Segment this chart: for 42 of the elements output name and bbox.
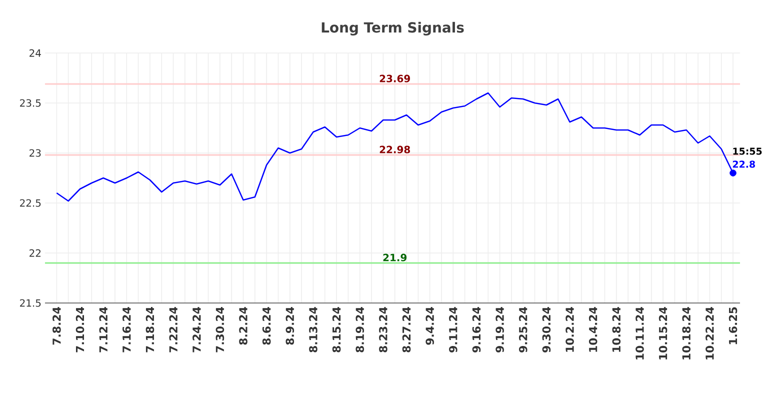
x-tick-label: 8.23.24	[379, 307, 388, 352]
x-tick-label: 9.11.24	[449, 307, 458, 352]
x-tick-label: 7.30.24	[216, 307, 224, 352]
y-tick-label: 22	[30, 249, 40, 257]
x-tick-label: 1.6.25	[728, 307, 738, 344]
x-tick-label: 7.10.24	[76, 307, 84, 352]
x-tick-label: 8.19.24	[356, 307, 364, 352]
x-tick-label: 10.18.24	[682, 307, 691, 360]
y-tick-label: 24	[30, 49, 41, 57]
x-tick-label: 9.4.24	[426, 307, 434, 345]
x-tick-label: 10.4.24	[588, 307, 598, 352]
ref-line-label: 22.98	[380, 146, 410, 154]
x-tick-label: 8.27.24	[402, 307, 411, 352]
x-tick-label: 8.9.24	[286, 307, 294, 345]
y-tick-label: 21.5	[20, 299, 41, 307]
x-tick-label: 7.24.24	[192, 307, 201, 352]
annotation: 22.8	[732, 160, 755, 168]
x-tick-label: 8.15.24	[332, 307, 341, 352]
x-tick-label: 9.30.24	[542, 307, 551, 352]
x-tick-label: 8.2.24	[239, 307, 248, 345]
x-tick-label: 8.6.24	[262, 307, 271, 345]
ref-line-label: 21.9	[383, 254, 407, 262]
y-tick-label: 23	[30, 149, 41, 157]
ref-line-label: 23.69	[380, 74, 410, 82]
x-tick-label: 10.8.24	[612, 307, 621, 352]
x-tick-label: 10.2.24	[566, 307, 574, 352]
x-tick-label: 7.16.24	[122, 307, 131, 352]
x-tick-label: 10.22.24	[706, 307, 714, 360]
annotation: 15:55	[733, 148, 762, 155]
x-tick-label: 7.18.24	[146, 307, 154, 352]
x-tick-label: 7.8.24	[52, 307, 61, 345]
x-tick-label: 9.19.24	[496, 307, 504, 352]
x-tick-label: 10.15.24	[658, 307, 668, 360]
chart-title: Long Term Signals	[322, 22, 464, 36]
x-tick-label: 7.22.24	[169, 307, 178, 352]
x-tick-label: 7.12.24	[99, 307, 108, 352]
y-tick-label: 22.5	[20, 199, 41, 207]
x-tick-label: 9.25.24	[518, 307, 528, 352]
y-tick-label: 23.5	[20, 99, 41, 107]
x-tick-label: 9.16.24	[472, 307, 481, 352]
x-tick-label: 10.11.24	[636, 307, 644, 360]
x-tick-label: 8.13.24	[309, 307, 318, 352]
